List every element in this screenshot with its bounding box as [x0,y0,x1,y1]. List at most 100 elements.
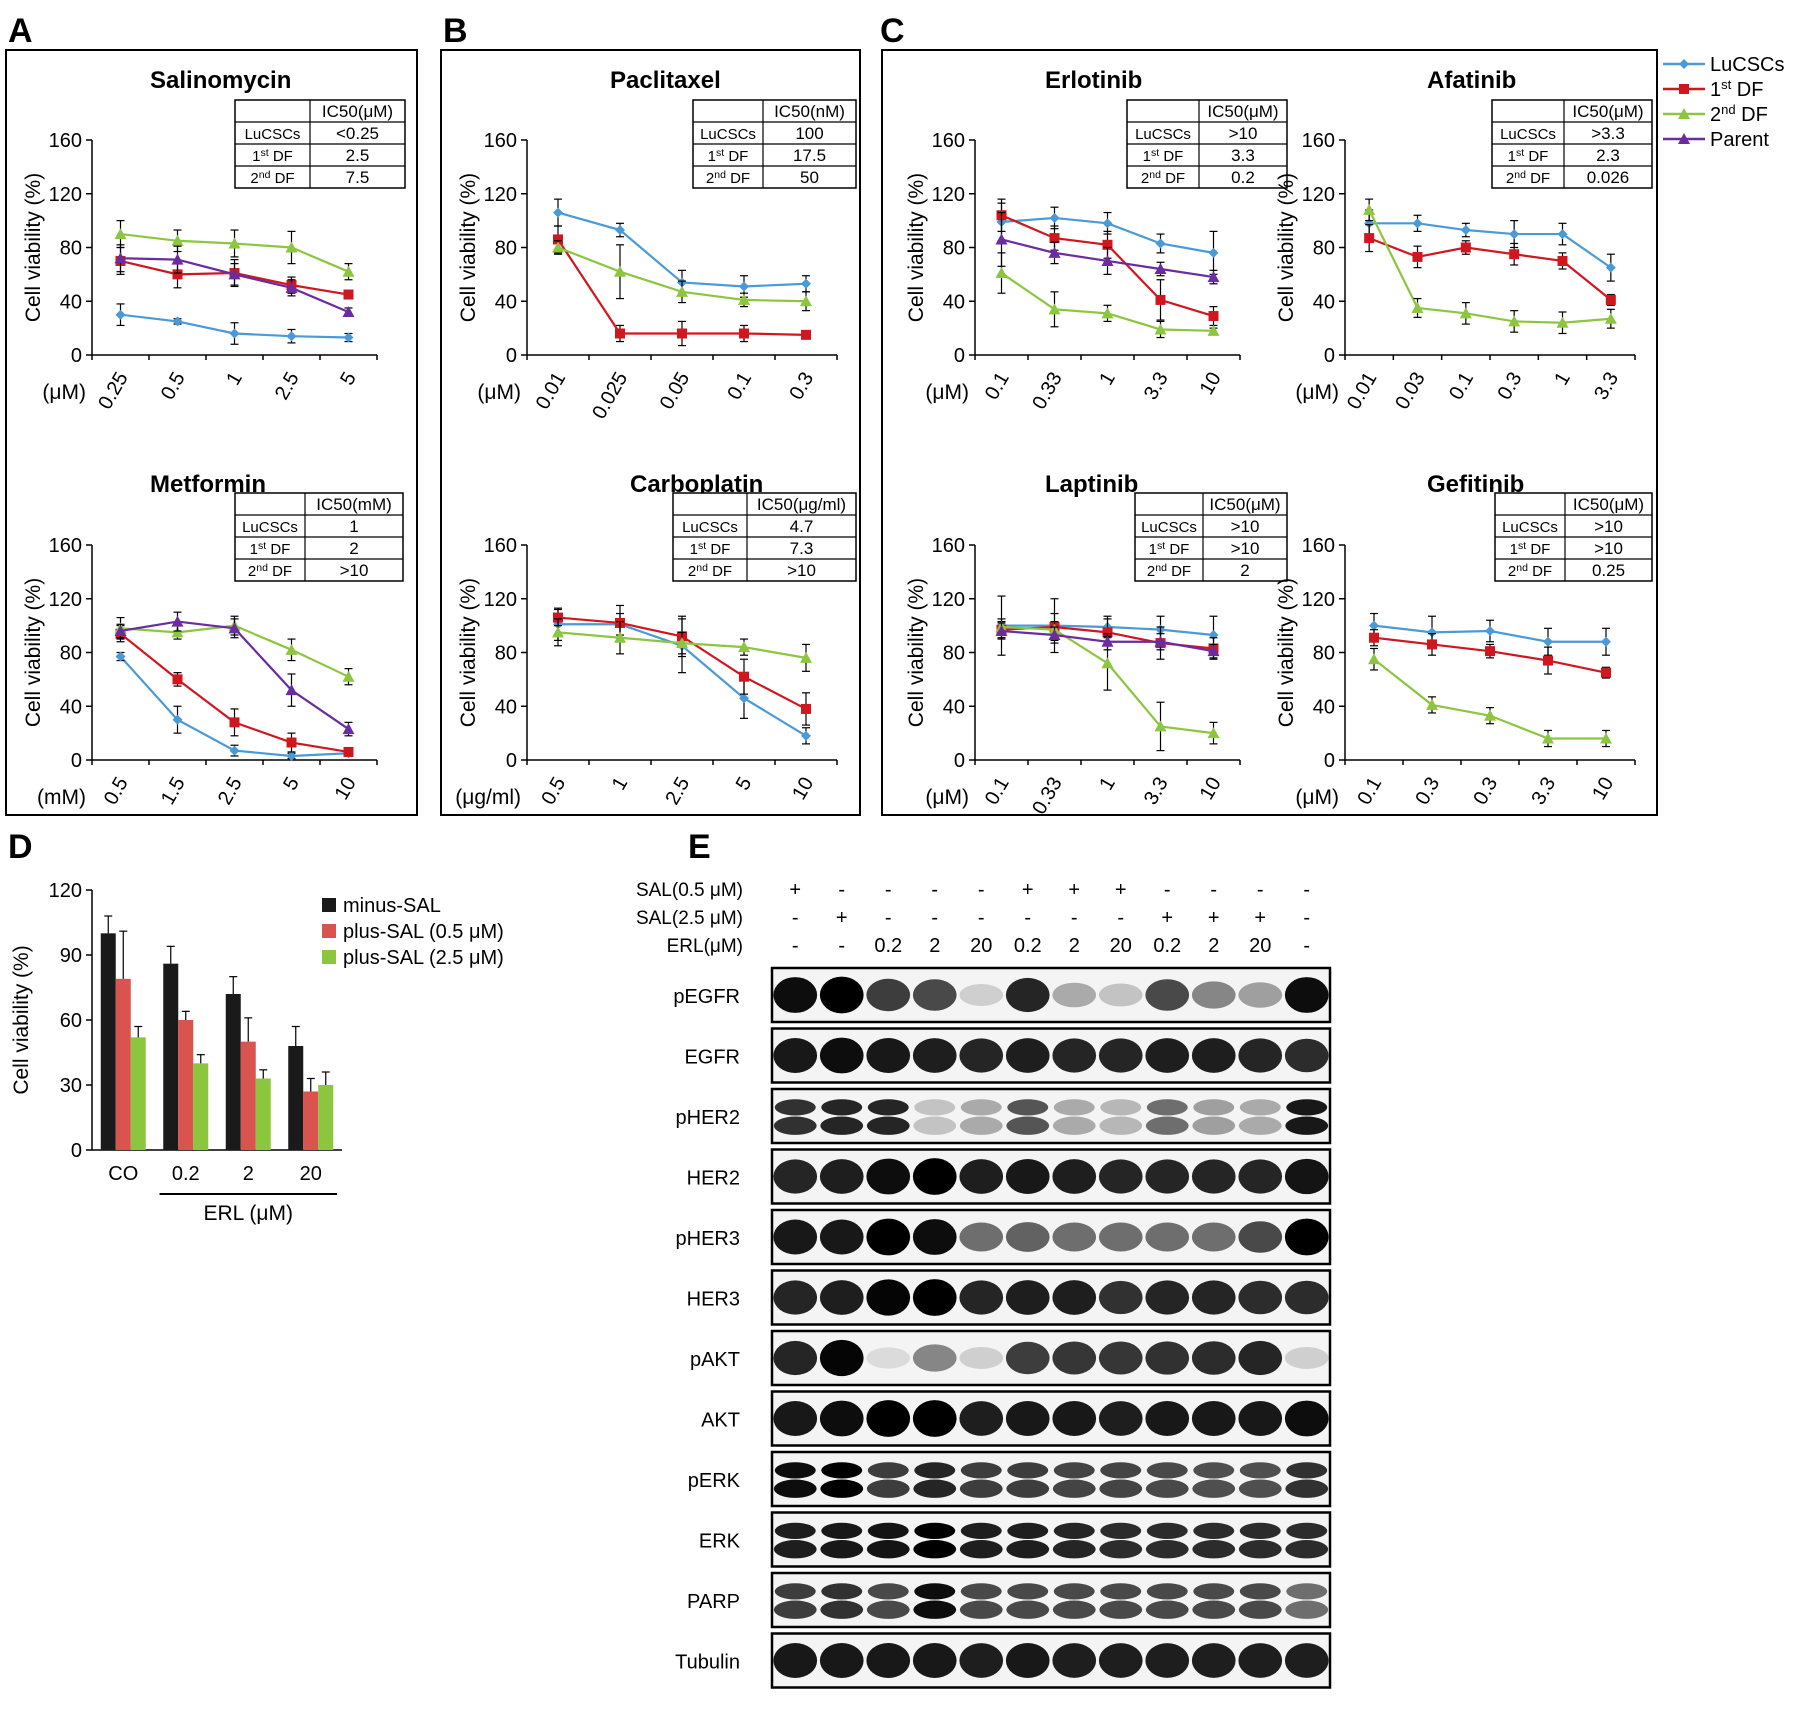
ic50-row-label-sup: st [1157,540,1165,552]
blot-row-tubulin: Tubulin [675,1632,1332,1689]
y-tick-label: 80 [1313,238,1335,260]
band [960,1462,1002,1479]
x-tick-label: 1.5 [157,774,190,809]
data-point [115,309,126,320]
ic50-row-label-rest: DF [1161,170,1185,187]
band [1007,1583,1049,1600]
ic50-row-label-rest: DF [268,563,292,580]
y-axis-label: Cell viability (%) [905,578,928,727]
data-point [801,278,811,289]
data-point [1601,667,1611,678]
band [1145,1116,1189,1135]
ic50-row-label: 2nd DF [688,562,732,580]
ic50-value: >10 [1594,517,1623,536]
band [867,1583,909,1600]
band [1005,1159,1050,1194]
ic50-value: 17.5 [793,146,826,165]
ic50-row-label: 1st DF [1149,540,1190,558]
panel-letter-a: A [8,12,33,50]
band [1052,982,1097,1008]
data-point [114,252,127,264]
band [1052,1280,1097,1315]
series-parent [995,622,1220,659]
data-point [1459,307,1472,319]
band [1005,1341,1050,1375]
ic50-row-label-rest: DF [1167,563,1191,580]
band [1052,1643,1097,1678]
band [774,1522,816,1539]
x-tick-label: 10 [331,774,361,804]
data-point [286,737,297,748]
ic50-row-label-num: 1 [708,148,716,165]
band [819,1643,864,1678]
bar [178,1020,194,1150]
band [1005,1401,1050,1436]
band [1145,1341,1190,1375]
condition-value: 2 [1069,935,1080,957]
y-tick-label: 80 [1313,643,1335,665]
ic50-row-label: 1st DF [708,147,749,165]
y-tick-label: 30 [60,1075,82,1097]
data-point [614,631,626,643]
legend-swatch [322,924,336,938]
band [773,1219,818,1255]
blot-row-akt: AKT [701,1390,1332,1447]
data-point [343,289,354,300]
ic50-row-label-num: 2 [1508,563,1516,580]
band [1191,1341,1236,1375]
ic50-table: IC50(μM) LuCSCs >3.3 1st DF 2.3 2nd DF 0.026 [1491,99,1653,189]
data-point [1369,632,1379,643]
data-point [553,234,563,245]
band [1145,1222,1190,1252]
bar [303,1091,319,1150]
x-tick-label: 1 [1095,774,1120,795]
band [912,1219,957,1255]
band [960,1583,1002,1600]
y-axis-label: Cell viability (%) [905,173,928,322]
data-point [1154,323,1167,335]
ic50-value: >10 [340,561,369,580]
data-point [1102,627,1113,638]
data-point [1485,626,1495,636]
data-point [228,268,241,280]
bar [255,1078,271,1150]
band [1193,1583,1235,1600]
data-point [738,641,750,653]
blot-strip [770,1511,1332,1568]
data-point [801,329,811,340]
series-1st-df [1369,629,1611,679]
ic50-value: >10 [1594,539,1623,558]
bar [288,1046,304,1150]
y-axis-label: Cell viability (%) [10,945,33,1094]
data-point [172,714,183,725]
x-tick-label: 0.03 [1391,369,1430,414]
blot-row-label: Tubulin [675,1652,740,1674]
data-point [800,651,812,663]
data-point [1508,315,1521,327]
data-point [1101,635,1114,647]
panel-letter-c: C [880,12,905,50]
ic50-value: <0.25 [336,124,379,143]
band [959,1280,1004,1315]
ic50-row-label: 2nd DF [1147,562,1191,580]
condition-value: 0.2 [874,935,902,957]
data-point [114,228,127,240]
data-point [1605,262,1616,273]
y-tick-label: 40 [943,291,965,313]
band [774,1099,816,1116]
legend-label: LuCSCs [1710,54,1784,76]
data-point [1605,294,1616,305]
x-tick-label: 5 [336,369,361,390]
blot-row-label: pHER2 [676,1107,740,1129]
band [866,1347,911,1369]
panel-a-frame [5,49,418,816]
blot-row-label: ERK [699,1531,741,1553]
condition-label: SAL(2.5 μM) [636,908,743,929]
data-point [1368,653,1380,665]
ic50-header: IC50(μM) [322,102,393,121]
ic50-header: IC50(μM) [1209,495,1280,514]
condition-value: - [1210,879,1217,901]
